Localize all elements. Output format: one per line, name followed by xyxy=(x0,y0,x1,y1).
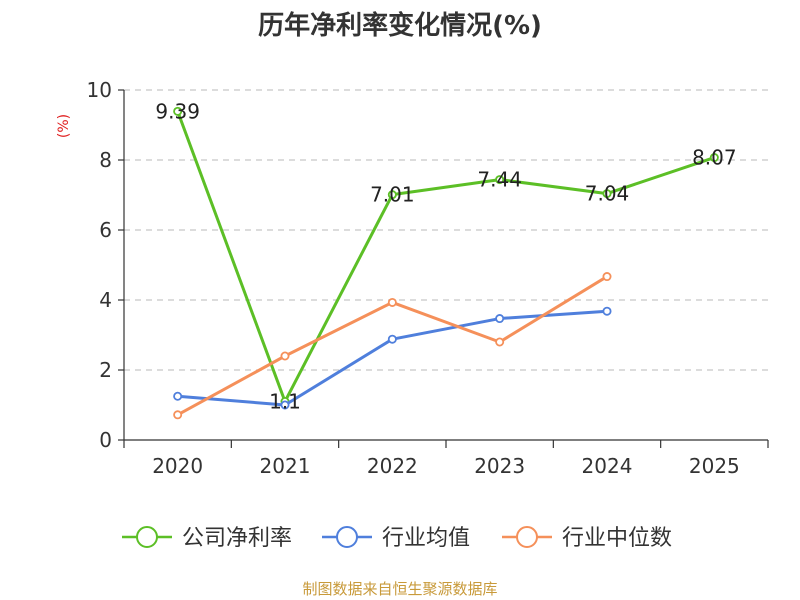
x-tick-label-2020: 2020 xyxy=(152,454,203,478)
y-tick-label-8: 8 xyxy=(99,148,112,172)
y-tick-label-10: 10 xyxy=(87,78,112,102)
legend: 公司净利率 行业均值 行业中位数 xyxy=(122,526,672,551)
point-2-2021[interactable] xyxy=(280,351,290,361)
point-0-2025[interactable] xyxy=(709,153,719,163)
legend-marker-0 xyxy=(136,526,158,548)
data-label-2022: 7.01 xyxy=(370,183,415,207)
data-label-2025: 8.07 xyxy=(692,146,737,170)
point-2-2023[interactable] xyxy=(495,337,505,347)
y-axis-unit: (%) xyxy=(56,114,72,138)
x-tick-label-2025: 2025 xyxy=(689,454,740,478)
x-tick-label-2022: 2022 xyxy=(367,454,418,478)
x-tick-label-2024: 2024 xyxy=(582,454,633,478)
point-1-2024[interactable] xyxy=(602,306,612,316)
point-2-2024[interactable] xyxy=(602,272,612,282)
point-2-2022[interactable] xyxy=(387,297,397,307)
point-0-2022[interactable] xyxy=(387,190,397,200)
legend-marker-1 xyxy=(336,526,358,548)
series-line-1 xyxy=(177,309,608,407)
x-tick-label-2023: 2023 xyxy=(474,454,525,478)
point-1-2023[interactable] xyxy=(495,314,505,324)
legend-item-2[interactable]: 行业中位数 xyxy=(502,526,672,551)
legend-item-1[interactable]: 行业均值 xyxy=(322,526,470,551)
y-tick-label-4: 4 xyxy=(99,288,112,312)
point-2-2020[interactable] xyxy=(173,410,183,420)
axes: 0 2 4 6 8 10 2020 2021 2022 2023 2024 2025 xyxy=(87,78,769,478)
data-label-2024: 7.04 xyxy=(585,182,630,206)
y-tick-label-6: 6 xyxy=(99,218,112,242)
legend-marker-2 xyxy=(516,526,538,548)
source-note: 制图数据来自恒生聚源数据库 xyxy=(302,580,497,598)
x-tick-label-2021: 2021 xyxy=(260,454,311,478)
legend-item-0[interactable]: 公司净利率 xyxy=(122,526,292,551)
y-tick-label-0: 0 xyxy=(99,428,112,452)
point-1-2021[interactable] xyxy=(280,400,290,410)
point-0-2023[interactable] xyxy=(495,175,505,185)
series-line-0 xyxy=(176,110,715,403)
point-1-2020[interactable] xyxy=(173,391,183,401)
grid-lines xyxy=(124,89,768,371)
point-0-2020[interactable] xyxy=(173,106,183,116)
point-0-2024[interactable] xyxy=(602,189,612,199)
legend-label-2: 行业中位数 xyxy=(562,526,672,551)
point-1-2022[interactable] xyxy=(387,334,397,344)
chart-title: 历年净利率变化情况(%) xyxy=(258,10,542,41)
series-layer xyxy=(173,106,719,420)
y-tick-label-2: 2 xyxy=(99,358,112,382)
legend-label-0: 公司净利率 xyxy=(182,526,292,551)
data-label-2021: 1.1 xyxy=(269,390,301,414)
data-labels: 9.39 1.1 7.01 7.44 7.04 8.07 xyxy=(155,99,736,413)
legend-label-1: 行业均值 xyxy=(382,526,470,551)
data-label-2023: 7.44 xyxy=(477,168,522,192)
series-line-2 xyxy=(176,275,608,417)
data-label-2020: 9.39 xyxy=(155,99,200,123)
